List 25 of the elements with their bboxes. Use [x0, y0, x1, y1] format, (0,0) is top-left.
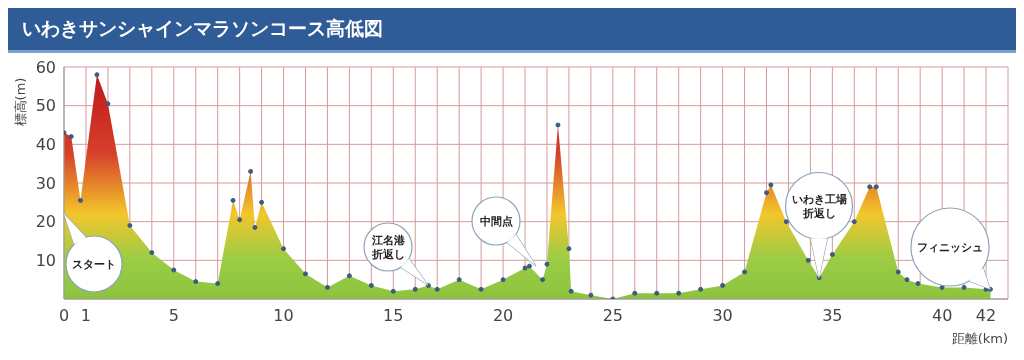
annotation: いわき工場折返し [791, 192, 847, 220]
y-tick-label: 50 [35, 96, 56, 116]
x-tick-label: 20 [492, 306, 514, 325]
x-tick-label: 35 [822, 306, 843, 325]
x-tick-label: 30 [712, 306, 733, 325]
y-tick-label: 60 [35, 57, 56, 77]
annotation: 江名港折返し [370, 233, 406, 261]
y-tick-label: 20 [35, 212, 56, 232]
annotation: フィニッシュ [917, 240, 983, 254]
y-tick-label: 30 [35, 173, 56, 193]
x-tick-label: 5 [168, 306, 179, 325]
y-tick-label: 10 [35, 251, 56, 271]
x-tick-label: 25 [602, 306, 624, 325]
chart-title: いわきサンシャインマラソンコース高低図 [8, 8, 1016, 53]
annotation: 中間点 [479, 214, 513, 228]
x-tick-label: 10 [273, 306, 294, 325]
x-axis-title: 距離(km) [951, 331, 1008, 346]
y-axis-title: 標高(m) [12, 76, 29, 129]
x-tick-label: 0 [58, 306, 70, 325]
annotation: スタート [72, 257, 116, 271]
x-tick-label: 40 [931, 306, 953, 325]
y-tick-label: 40 [35, 135, 56, 155]
x-tick-label: 15 [383, 306, 404, 325]
x-tick-label: 42 [975, 306, 997, 325]
x-tick-label: 1 [80, 306, 92, 325]
